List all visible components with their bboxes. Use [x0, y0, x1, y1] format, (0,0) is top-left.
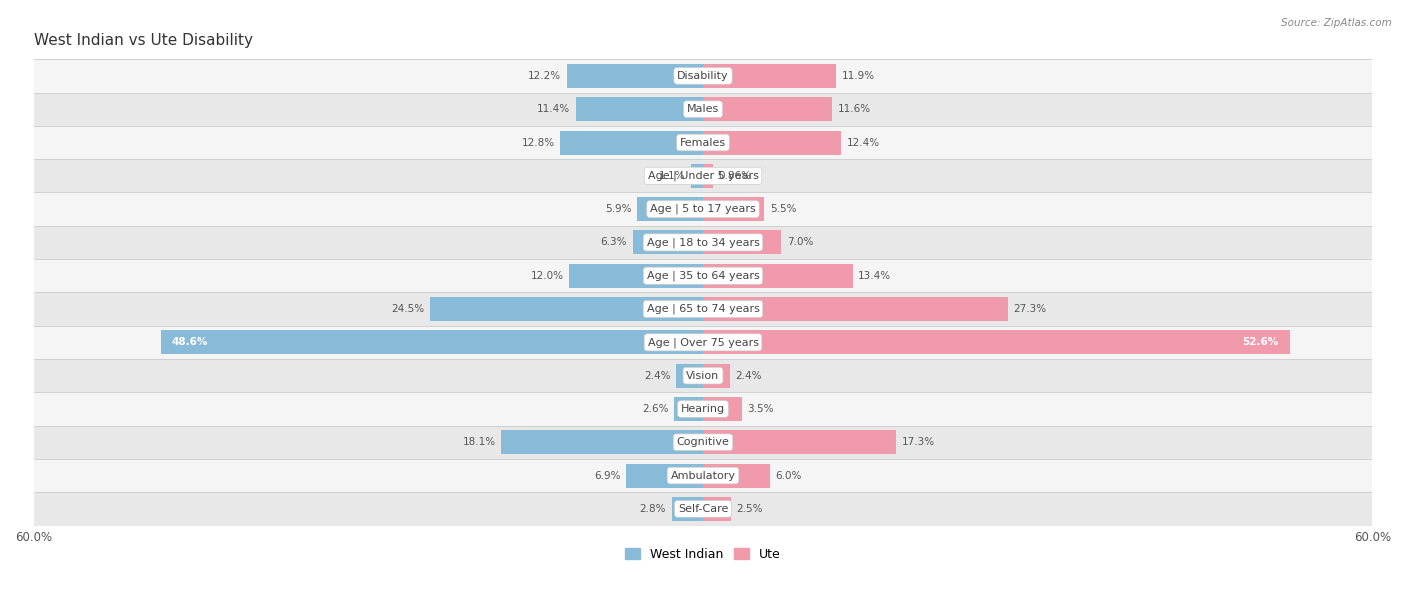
Text: 12.0%: 12.0%: [530, 271, 564, 281]
Text: 2.4%: 2.4%: [735, 371, 762, 381]
Text: Age | 5 to 17 years: Age | 5 to 17 years: [650, 204, 756, 214]
Text: 12.2%: 12.2%: [529, 71, 561, 81]
Bar: [633, 231, 703, 255]
Bar: [703, 197, 765, 221]
Bar: [703, 97, 832, 121]
Bar: [34, 259, 1372, 293]
Text: 5.5%: 5.5%: [770, 204, 796, 214]
Bar: [560, 130, 703, 154]
Bar: [34, 459, 1372, 492]
Text: 11.4%: 11.4%: [537, 104, 571, 114]
Text: 2.6%: 2.6%: [643, 404, 668, 414]
Bar: [34, 159, 1372, 192]
Text: 11.6%: 11.6%: [838, 104, 872, 114]
Bar: [703, 430, 896, 454]
Text: Vision: Vision: [686, 371, 720, 381]
Text: 13.4%: 13.4%: [858, 271, 891, 281]
Text: Ambulatory: Ambulatory: [671, 471, 735, 480]
Text: 12.8%: 12.8%: [522, 138, 554, 147]
Text: 2.8%: 2.8%: [640, 504, 666, 514]
Text: 24.5%: 24.5%: [391, 304, 425, 314]
Bar: [34, 492, 1372, 526]
Bar: [703, 64, 835, 88]
Text: 2.5%: 2.5%: [737, 504, 763, 514]
Text: 1.1%: 1.1%: [658, 171, 685, 181]
Bar: [703, 264, 852, 288]
Text: Age | Over 75 years: Age | Over 75 years: [648, 337, 758, 348]
Bar: [34, 293, 1372, 326]
Bar: [703, 130, 841, 154]
Text: 7.0%: 7.0%: [787, 237, 813, 247]
Bar: [703, 330, 1289, 354]
Bar: [672, 497, 703, 521]
Text: 17.3%: 17.3%: [901, 437, 935, 447]
Bar: [690, 164, 703, 188]
Bar: [626, 463, 703, 488]
Bar: [34, 326, 1372, 359]
Text: 52.6%: 52.6%: [1243, 337, 1278, 348]
Text: 5.9%: 5.9%: [605, 204, 631, 214]
Text: 6.0%: 6.0%: [776, 471, 801, 480]
Text: Self-Care: Self-Care: [678, 504, 728, 514]
Text: 11.9%: 11.9%: [841, 71, 875, 81]
Bar: [501, 430, 703, 454]
Bar: [160, 330, 703, 354]
Bar: [676, 364, 703, 387]
Bar: [567, 64, 703, 88]
Text: Source: ZipAtlas.com: Source: ZipAtlas.com: [1281, 18, 1392, 28]
Bar: [703, 164, 713, 188]
Bar: [34, 359, 1372, 392]
Legend: West Indian, Ute: West Indian, Ute: [620, 543, 786, 566]
Text: Cognitive: Cognitive: [676, 437, 730, 447]
Bar: [703, 397, 742, 421]
Text: Males: Males: [688, 104, 718, 114]
Bar: [569, 264, 703, 288]
Bar: [34, 392, 1372, 425]
Text: Disability: Disability: [678, 71, 728, 81]
Bar: [703, 497, 731, 521]
Text: 27.3%: 27.3%: [1014, 304, 1046, 314]
Bar: [34, 425, 1372, 459]
Text: 6.9%: 6.9%: [593, 471, 620, 480]
Bar: [34, 92, 1372, 126]
Text: Age | 18 to 34 years: Age | 18 to 34 years: [647, 237, 759, 248]
Bar: [703, 364, 730, 387]
Text: 12.4%: 12.4%: [846, 138, 880, 147]
Text: 6.3%: 6.3%: [600, 237, 627, 247]
Text: West Indian vs Ute Disability: West Indian vs Ute Disability: [34, 34, 253, 48]
Bar: [637, 197, 703, 221]
Bar: [703, 231, 782, 255]
Text: 48.6%: 48.6%: [172, 337, 208, 348]
Text: Age | 35 to 64 years: Age | 35 to 64 years: [647, 271, 759, 281]
Bar: [34, 126, 1372, 159]
Bar: [576, 97, 703, 121]
Bar: [34, 59, 1372, 92]
Bar: [673, 397, 703, 421]
Text: Age | Under 5 years: Age | Under 5 years: [648, 171, 758, 181]
Text: 18.1%: 18.1%: [463, 437, 495, 447]
Bar: [34, 192, 1372, 226]
Text: 0.86%: 0.86%: [718, 171, 751, 181]
Bar: [34, 226, 1372, 259]
Text: 2.4%: 2.4%: [644, 371, 671, 381]
Bar: [703, 297, 1008, 321]
Text: Age | 65 to 74 years: Age | 65 to 74 years: [647, 304, 759, 315]
Text: Hearing: Hearing: [681, 404, 725, 414]
Text: Females: Females: [681, 138, 725, 147]
Bar: [430, 297, 703, 321]
Bar: [703, 463, 770, 488]
Text: 3.5%: 3.5%: [748, 404, 775, 414]
